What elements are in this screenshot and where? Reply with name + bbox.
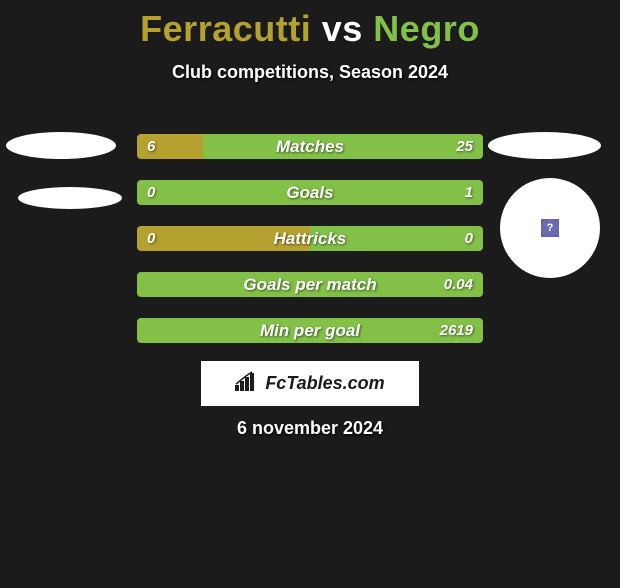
player2-avatar-shadow xyxy=(488,132,601,159)
stat-metric-label: Goals per match xyxy=(137,272,483,297)
player1-avatar-shadow-2 xyxy=(18,187,122,209)
subtitle: Club competitions, Season 2024 xyxy=(0,62,620,83)
comparison-chart: 625Matches 01Goals 00Hattricks 0.04Goals pe… xyxy=(137,134,483,364)
stat-metric-label: Matches xyxy=(137,134,483,159)
stat-metric-label: Min per goal xyxy=(137,318,483,343)
vs-text: vs xyxy=(322,8,363,49)
stat-row: 01Goals xyxy=(137,180,483,205)
logo-box: FcTables.com xyxy=(201,361,419,406)
logo-text: FcTables.com xyxy=(265,373,384,394)
stat-row: 00Hattricks xyxy=(137,226,483,251)
stat-row: 625Matches xyxy=(137,134,483,159)
stat-metric-label: Goals xyxy=(137,180,483,205)
player1-avatar-shadow-1 xyxy=(6,132,116,159)
player1-name: Ferracutti xyxy=(140,8,311,49)
stat-row: 0.04Goals per match xyxy=(137,272,483,297)
fctables-bars-icon xyxy=(235,371,259,396)
stat-row: 2619Min per goal xyxy=(137,318,483,343)
stat-metric-label: Hattricks xyxy=(137,226,483,251)
date-label: 6 november 2024 xyxy=(0,418,620,439)
player2-name: Negro xyxy=(373,8,480,49)
player2-avatar: ? xyxy=(500,178,600,278)
page-title: Ferracutti vs Negro xyxy=(0,8,620,50)
avatar-placeholder-icon: ? xyxy=(541,219,559,237)
